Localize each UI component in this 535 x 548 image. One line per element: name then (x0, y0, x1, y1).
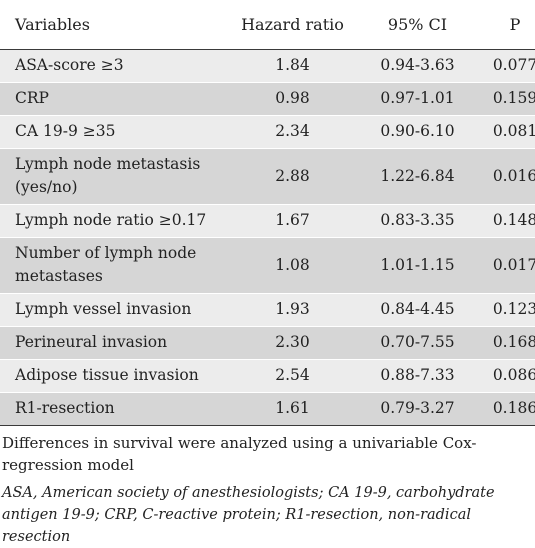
cell-hazard-ratio: 1.67 (275, 211, 310, 229)
table-row: CA 19-9 ≥35 2.34 0.90-6.10 0.081 (0, 115, 535, 148)
cell-variable: CA 19-9 ≥35 (15, 122, 116, 140)
cell-p: 0.159 (492, 89, 535, 107)
cell-hazard-ratio: 1.08 (275, 255, 310, 274)
header-hazard-ratio: Hazard ratio (241, 14, 344, 34)
cell-ci: 0.70-7.55 (380, 333, 455, 351)
cell-p: 0.148 (492, 211, 535, 229)
cell-ci: 0.83-3.35 (380, 211, 455, 229)
cell-ci: 0.94-3.63 (380, 56, 455, 74)
cell-variable: R1-resection (15, 399, 115, 417)
cell-p: 0.081 (492, 122, 535, 140)
cell-variable: Perineural invasion (15, 333, 168, 351)
abbreviations-note: ASA, American society of anesthesiologis… (2, 484, 495, 545)
table-row: R1-resection 1.61 0.79-3.27 0.186 (0, 392, 535, 425)
cell-hazard-ratio: 1.61 (275, 399, 310, 417)
table-footnote: Differences in survival were analyzed us… (2, 433, 477, 474)
cell-variable: Lymph vessel invasion (15, 300, 192, 318)
cell-variable: ASA-score ≥3 (15, 56, 124, 74)
cell-p: 0.168 (492, 333, 535, 351)
cell-variable: Adipose tissue invasion (15, 366, 199, 384)
cell-ci: 0.97-1.01 (380, 89, 455, 107)
table-row: Lymph node metastasis (yes/no) 2.88 1.22… (0, 148, 535, 204)
cell-p: 0.077 (492, 56, 535, 74)
table-body: ASA-score ≥3 1.84 0.94-3.63 0.077 CRP 0.… (0, 49, 535, 425)
cell-hazard-ratio: 1.93 (275, 300, 310, 318)
cell-p: 0.016 (492, 166, 535, 185)
cell-hazard-ratio: 2.30 (275, 333, 310, 351)
cell-ci: 0.88-7.33 (380, 366, 455, 384)
cell-variable: CRP (15, 89, 49, 107)
table-row: Lymph vessel invasion 1.93 0.84-4.45 0.1… (0, 293, 535, 326)
cell-p: 0.123 (492, 300, 535, 318)
cell-hazard-ratio: 2.88 (275, 166, 310, 185)
header-p: P (509, 14, 521, 34)
header-variables: Variables (15, 14, 90, 34)
cell-hazard-ratio: 2.34 (275, 122, 310, 140)
cell-ci: 0.79-3.27 (380, 399, 455, 417)
table-row: Perineural invasion 2.30 0.70-7.55 0.168 (0, 326, 535, 359)
cell-ci: 0.90-6.10 (380, 122, 455, 140)
table-row: Number of lymph node metastases 1.08 1.0… (0, 237, 535, 293)
cell-variable: Number of lymph node metastases (15, 244, 197, 285)
cell-ci: 1.01-1.15 (380, 255, 455, 274)
table-row: Lymph node ratio ≥0.17 1.67 0.83-3.35 0.… (0, 204, 535, 237)
table-row: CRP 0.98 0.97-1.01 0.159 (0, 82, 535, 115)
hazard-ratio-table: Variables Hazard ratio 95% CI P ASA-scor… (0, 0, 535, 425)
cell-ci: 0.84-4.45 (380, 300, 455, 318)
table-header: Variables Hazard ratio 95% CI P (0, 0, 535, 49)
header-ci: 95% CI (387, 14, 448, 34)
cell-variable: Lymph node metastasis (yes/no) (15, 155, 201, 196)
header-row: Variables Hazard ratio 95% CI P (0, 0, 535, 49)
cell-hazard-ratio: 0.98 (275, 89, 310, 107)
cell-p: 0.186 (492, 399, 535, 417)
cell-hazard-ratio: 2.54 (275, 366, 310, 384)
cell-hazard-ratio: 1.84 (275, 56, 310, 74)
table-row: ASA-score ≥3 1.84 0.94-3.63 0.077 (0, 49, 535, 82)
table-row: Adipose tissue invasion 2.54 0.88-7.33 0… (0, 359, 535, 392)
cell-p: 0.086 (492, 366, 535, 384)
cell-ci: 1.22-6.84 (380, 166, 455, 185)
cell-variable: Lymph node ratio ≥0.17 (15, 211, 207, 229)
cell-p: 0.017 (492, 255, 535, 274)
